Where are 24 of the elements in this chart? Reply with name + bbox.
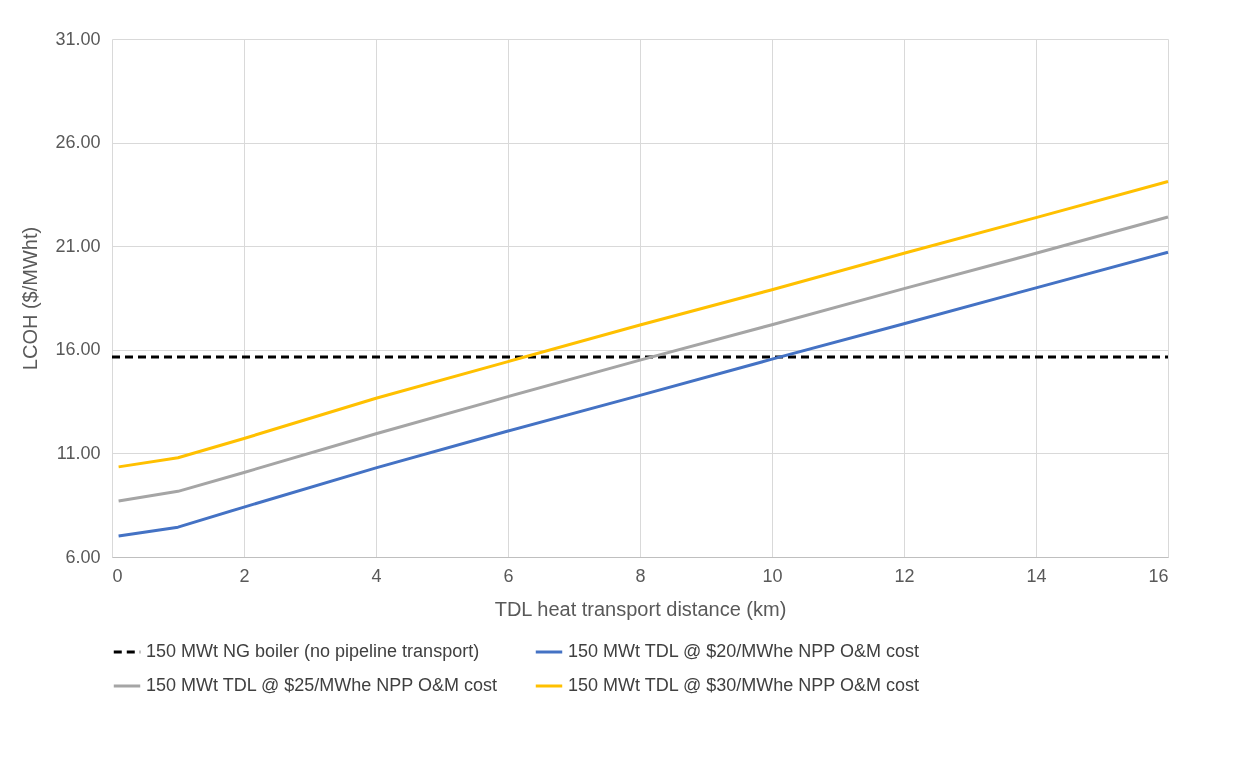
y-tick-label: 6.00 [65, 546, 101, 567]
line-series [117, 215, 1170, 503]
x-tick-label: 6 [503, 565, 514, 586]
x-tick-label: 0 [112, 565, 123, 586]
legend-label: 150 MWt NG boiler (no pipeline transport) [146, 641, 480, 661]
y-tick-label: 21.00 [55, 235, 101, 256]
line-series [117, 250, 1170, 538]
y-tick-label: 11.00 [56, 442, 101, 463]
legend-label: 150 MWt TDL @ $25/MWhe NPP O&M cost [146, 675, 498, 695]
legend-label: 150 MWt TDL @ $30/MWhe NPP O&M cost [568, 675, 920, 695]
y-tick-label: 16.00 [55, 339, 101, 360]
x-axis-title: TDL heat transport distance (km) [494, 597, 787, 620]
x-tick-label: 14 [1026, 565, 1047, 586]
y-tick-label: 26.00 [55, 132, 101, 153]
y-tick-label: 31.00 [55, 28, 101, 49]
x-tick-label: 4 [371, 565, 382, 586]
x-tick-label: 2 [239, 565, 250, 586]
line-series [117, 180, 1170, 469]
x-tick-label: 12 [894, 565, 915, 586]
legend-label: 150 MWt TDL @ $20/MWhe NPP O&M cost [568, 641, 920, 661]
x-tick-label: 8 [635, 565, 646, 586]
y-axis-title: LCOH ($/MWht) [19, 226, 42, 371]
x-tick-label: 10 [762, 565, 783, 586]
x-tick-label: 16 [1148, 565, 1169, 586]
